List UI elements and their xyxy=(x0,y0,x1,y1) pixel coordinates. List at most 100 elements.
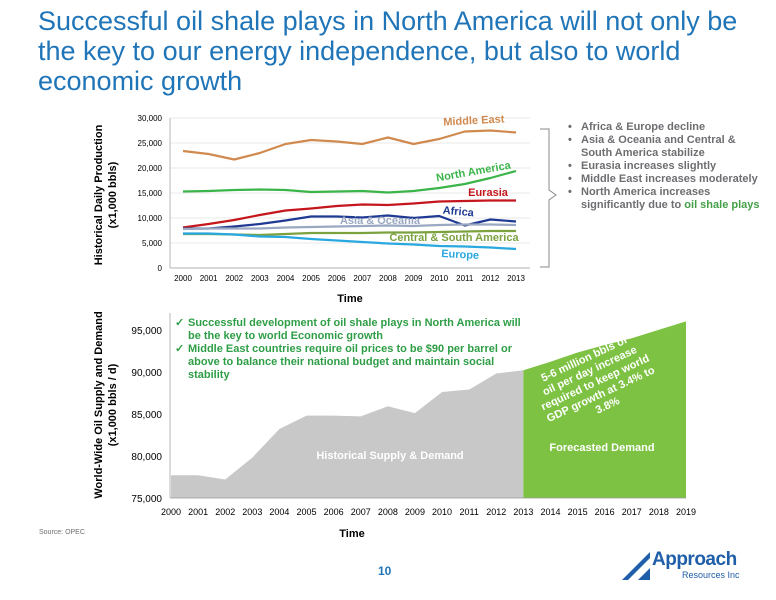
key-points-list: ✓ Successful development of oil shale pla… xyxy=(175,317,523,382)
area-forecasted-demand xyxy=(523,321,686,498)
trend-note-text: Africa & Europe decline xyxy=(581,121,706,133)
trend-note: • North America increases significantly d… xyxy=(566,186,766,212)
checkmark-icon: ✓ xyxy=(175,343,185,355)
bottom-x-tick-label: 2013 xyxy=(513,507,533,517)
bottom-x-tick-label: 2018 xyxy=(649,507,669,517)
trend-note: • Asia & Oceania and Central & South Amer… xyxy=(566,134,766,160)
key-point-text: Middle East countries require oil prices… xyxy=(188,343,512,381)
series-label-africa: Africa xyxy=(442,205,475,220)
top-x-tick-label: 2001 xyxy=(200,274,218,283)
trend-note: • Eurasia increases slightly xyxy=(566,160,766,173)
bottom-x-tick-label: 2005 xyxy=(297,507,317,517)
bottom-x-tick-label: 2016 xyxy=(595,507,615,517)
top-x-tick-label: 2004 xyxy=(277,274,295,283)
top-y-label-line-1: Historical Daily Production xyxy=(93,124,105,265)
top-x-tick-label: 2011 xyxy=(456,274,474,283)
top-x-tick-label: 2008 xyxy=(379,274,397,283)
series-line-north-america xyxy=(182,169,517,194)
series-line-eurasia xyxy=(182,199,516,229)
bottom-y-tick-label: 80,000 xyxy=(131,452,162,463)
series-label-asia-and-oceania: Asia & Oceania xyxy=(340,215,421,227)
trend-note: • Middle East increases moderately xyxy=(566,173,766,186)
source-note: Source: OPEC xyxy=(39,529,85,536)
series-line-middle-east xyxy=(182,129,517,161)
slide-title: Successful oil shale plays in North Amer… xyxy=(38,6,738,96)
top-x-tick-label: 2005 xyxy=(302,274,320,283)
bottom-x-tick-label: 2010 xyxy=(432,507,452,517)
bottom-areas xyxy=(171,321,686,498)
bottom-x-tick-label: 2011 xyxy=(459,507,478,517)
series-label-europe: Europe xyxy=(441,248,479,262)
top-x-tick-label: 2006 xyxy=(328,274,346,283)
top-y-tick-label: 15,000 xyxy=(138,189,163,198)
trend-note-text: Eurasia increases slightly xyxy=(581,160,717,172)
series-label-middle-east: Middle East xyxy=(443,113,505,128)
top-x-tick-label: 2009 xyxy=(405,274,423,283)
series-line-asia-and-oceania xyxy=(182,223,517,231)
bottom-x-tick-labels: 2000 2001 2002 2003 2004 2005 2006 2007 2008 2009… xyxy=(161,507,696,517)
trend-note-highlight: oil shale plays xyxy=(684,199,760,211)
bottom-y-tick-label: 75,000 xyxy=(131,494,162,505)
top-x-tick-label: 2003 xyxy=(251,274,269,283)
logo-subtitle: Resources Inc xyxy=(682,570,740,580)
bottom-x-tick-label: 2015 xyxy=(568,507,588,517)
bullet-icon: • xyxy=(568,121,572,133)
bullet-icon: • xyxy=(568,134,572,146)
trend-note: • Africa & Europe decline xyxy=(566,121,766,134)
forecast-area-label: Forecasted Demand xyxy=(549,442,654,454)
top-x-tick-labels: 2000 2001 2002 2003 2004 2005 2006 2007 2008 2009… xyxy=(174,274,525,283)
top-x-tick-label: 2010 xyxy=(430,274,448,283)
bottom-x-tick-label: 2019 xyxy=(676,507,696,517)
top-x-tick-label: 2000 xyxy=(174,274,192,283)
bottom-x-tick-label: 2008 xyxy=(378,507,398,517)
trend-note-text: Asia & Oceania and Central & South Ameri… xyxy=(581,134,736,159)
bottom-y-tick-label: 85,000 xyxy=(131,410,162,421)
key-point: ✓ Successful development of oil shale pla… xyxy=(175,317,523,343)
series-label-eurasia: Eurasia xyxy=(468,187,509,199)
bullet-icon: • xyxy=(568,160,572,172)
top-x-tick-label: 2002 xyxy=(225,274,243,283)
series-line-europe xyxy=(183,232,517,251)
top-series-lines xyxy=(182,129,517,251)
bottom-x-tick-label: 2009 xyxy=(405,507,425,517)
bottom-x-tick-label: 2001 xyxy=(188,507,208,517)
top-y-tick-label: 30,000 xyxy=(138,114,163,123)
top-x-tick-label: 2013 xyxy=(507,274,525,283)
logo-company-name: Approach xyxy=(652,549,737,570)
key-point-text: Successful development of oil shale play… xyxy=(188,317,521,342)
bottom-y-tick-label: 95,000 xyxy=(131,326,162,337)
top-y-tick-label: 20,000 xyxy=(138,164,163,173)
historical-production-chart: 0 5,000 10,000 15,000 20,000 25,000 30,000 200… xyxy=(93,113,530,305)
top-y-tick-label: 5,000 xyxy=(142,239,163,248)
page-number: 10 xyxy=(378,564,392,578)
top-x-axis-label: Time xyxy=(337,293,362,305)
top-y-tick-labels: 0 5,000 10,000 15,000 20,000 25,000 30,000 xyxy=(138,114,163,273)
bullet-icon: • xyxy=(568,173,572,185)
bottom-x-tick-label: 2017 xyxy=(622,507,642,517)
bottom-x-tick-label: 2004 xyxy=(269,507,289,517)
bottom-x-tick-label: 2002 xyxy=(215,507,235,517)
key-point: ✓ Middle East countries require oil pric… xyxy=(175,343,523,382)
series-label-central-and-south-america: Central & South America xyxy=(389,232,519,244)
top-x-tick-label: 2007 xyxy=(353,274,371,283)
area-historical-supply-and-demand xyxy=(171,370,524,498)
top-y-tick-label: 25,000 xyxy=(138,139,163,148)
bottom-y-label-line-1: World-Wide Oil Supply and Demand xyxy=(93,311,105,498)
trend-notes-list: • Africa & Europe decline • Asia & Oceania… xyxy=(566,121,766,212)
bottom-x-tick-label: 2014 xyxy=(540,507,560,517)
bottom-y-label-line-2: (x1,000 bbls / d) xyxy=(107,363,119,446)
bottom-y-axis-label: World-Wide Oil Supply and Demand (x1,000… xyxy=(93,311,119,498)
historical-area-label: Historical Supply & Demand xyxy=(316,450,463,462)
trend-note-text: Middle East increases moderately xyxy=(581,173,758,185)
bottom-y-tick-label: 90,000 xyxy=(131,368,162,379)
top-y-tick-label: 0 xyxy=(158,264,163,273)
top-y-label-line-2: (x1,000 bbls) xyxy=(107,161,119,228)
bottom-x-axis-label: Time xyxy=(339,528,364,540)
top-y-axis-label: Historical Daily Production (x1,000 bbls… xyxy=(93,124,119,265)
bottom-x-tick-label: 2003 xyxy=(242,507,262,517)
company-logo: Approach Resources Inc xyxy=(620,548,768,584)
bottom-x-tick-label: 2006 xyxy=(324,507,344,517)
bullet-icon: • xyxy=(568,186,572,198)
